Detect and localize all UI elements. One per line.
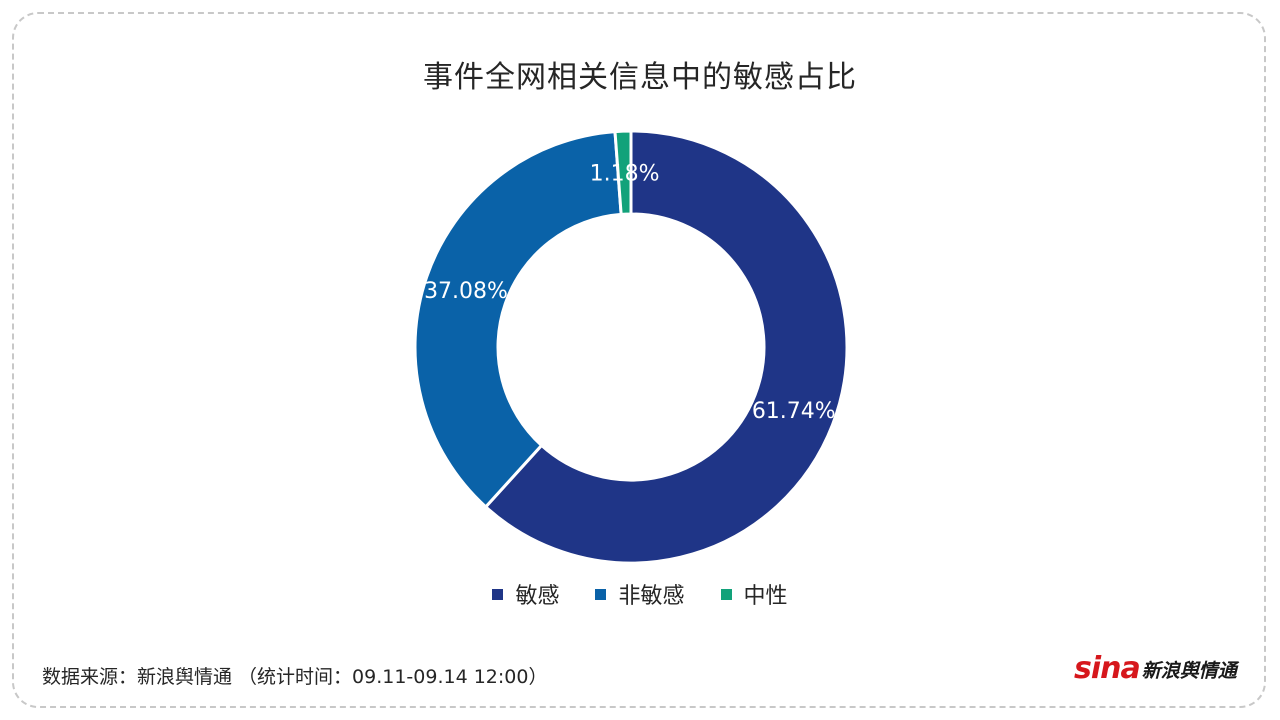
legend-swatch-neutral <box>720 588 732 600</box>
legend-item-non-sensitive: 非敏感 <box>595 578 685 610</box>
chart-legend: 敏感 非敏感 中性 <box>0 578 1280 610</box>
donut-slice-sensitive <box>483 129 849 565</box>
data-label-sensitive: 61.74% <box>752 399 836 424</box>
logo-product-name: 新浪舆情通 <box>1141 660 1237 682</box>
legend-swatch-sensitive <box>492 588 504 600</box>
legend-label-sensitive: 敏感 <box>515 584 560 609</box>
sina-wordmark: sina <box>1074 651 1141 686</box>
data-label-non-sensitive: 37.08% <box>424 279 508 304</box>
data-source-note: 数据来源：新浪舆情通 （统计时间：09.11-09.14 12:00） <box>42 666 548 688</box>
donut-slices <box>413 129 849 565</box>
legend-item-sensitive: 敏感 <box>492 578 559 610</box>
donut-slice-neutral <box>613 129 633 216</box>
legend-item-neutral: 中性 <box>720 578 788 610</box>
chart-title: 事件全网相关信息中的敏感占比 <box>423 60 857 95</box>
data-label-neutral: 1.18% <box>590 162 660 187</box>
donut-labels: 61.74% 37.08% 1.18% <box>424 162 836 424</box>
legend-label-non-sensitive: 非敏感 <box>618 584 685 609</box>
donut-slice-non-sensitive <box>413 129 623 509</box>
chart-card <box>12 12 1266 708</box>
legend-label-neutral: 中性 <box>743 584 788 609</box>
sina-logo: sina 新浪舆情通 <box>1074 652 1237 686</box>
legend-swatch-non-sensitive <box>595 588 607 600</box>
